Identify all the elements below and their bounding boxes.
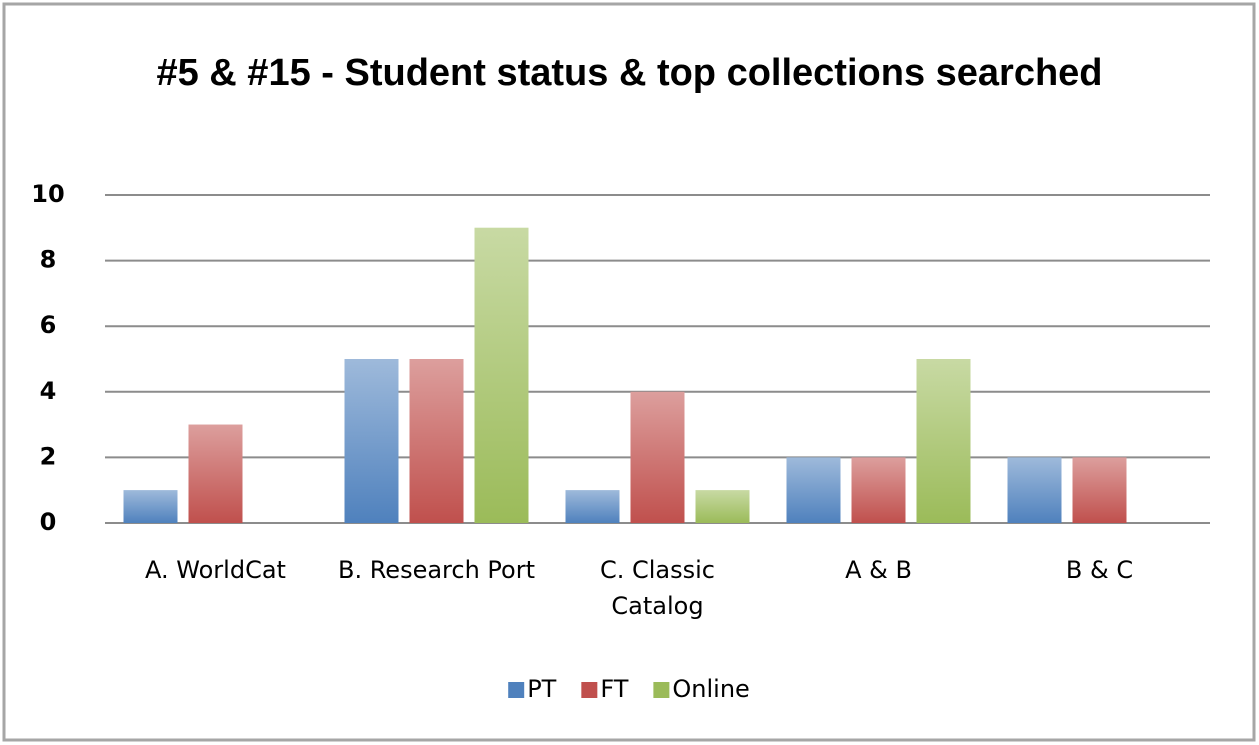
y-tick-label: 8 xyxy=(40,246,57,274)
legend-swatch xyxy=(508,682,525,698)
bar-highlight xyxy=(851,457,906,523)
title-box: #5 & #15 - Student status & top collecti… xyxy=(0,48,1259,99)
x-tick-label: B & C xyxy=(1065,556,1134,584)
bar-highlight xyxy=(916,359,971,523)
x-tick-label: C. Classic Catalog xyxy=(599,556,716,620)
chart-title: #5 & #15 - Student status & top collecti… xyxy=(156,52,1103,94)
bar-highlight xyxy=(409,359,464,523)
bar-highlight xyxy=(565,490,620,523)
bar-highlight xyxy=(123,490,178,523)
x-tick-label: A. WorldCat xyxy=(145,556,286,584)
x-tick-label: B. Research Port xyxy=(337,556,535,584)
bar-highlight xyxy=(344,359,399,523)
y-tick-label: 6 xyxy=(40,311,57,339)
y-tick-label: 2 xyxy=(40,442,57,470)
bar-highlight xyxy=(1007,457,1062,523)
legend-swatch xyxy=(653,682,670,698)
bar-highlight xyxy=(630,391,685,523)
legend-label: Online xyxy=(672,675,749,703)
legend-label: FT xyxy=(600,675,628,703)
bar-highlight xyxy=(695,490,750,523)
y-tick-label: 4 xyxy=(40,377,57,405)
bar-highlight xyxy=(474,227,529,524)
y-tick-label: 10 xyxy=(31,180,64,208)
bar-highlight xyxy=(1072,457,1127,523)
legend-label: PT xyxy=(527,675,556,703)
bar-highlight xyxy=(188,424,243,523)
y-tick-label: 0 xyxy=(40,508,57,536)
legend-swatch xyxy=(581,682,598,698)
x-tick-label: A & B xyxy=(845,556,912,584)
bar-highlight xyxy=(786,457,841,523)
